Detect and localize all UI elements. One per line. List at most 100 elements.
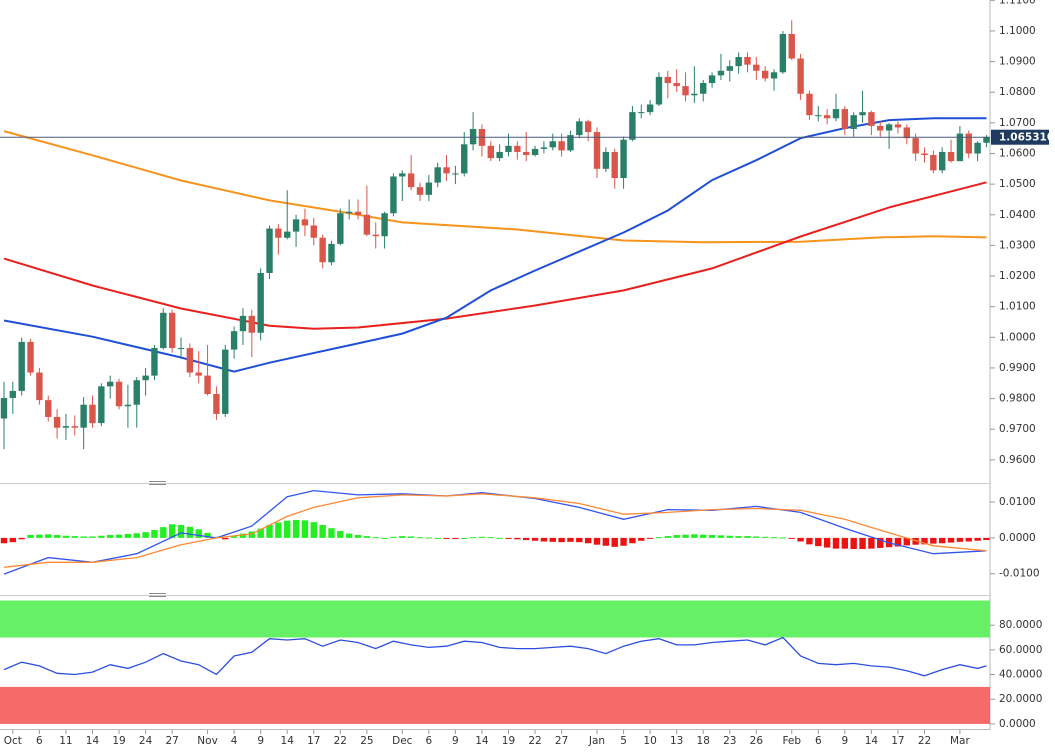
histogram-bar	[151, 530, 158, 538]
histogram-bar	[328, 528, 335, 538]
candle-body	[407, 173, 415, 188]
candle-body	[239, 315, 247, 332]
x-tick-label: 14	[281, 735, 295, 747]
histogram-bar	[115, 534, 123, 538]
y-tick-label: 1.0600	[999, 147, 1036, 159]
candle-body	[416, 187, 424, 195]
candle-body	[9, 390, 17, 398]
histogram-bar	[292, 519, 300, 538]
x-tick-label: 17	[307, 735, 320, 747]
histogram-bar	[708, 535, 716, 538]
candle-body	[726, 66, 733, 71]
histogram-bar	[505, 537, 512, 539]
x-tick-label: Feb	[782, 735, 801, 747]
histogram-bar	[284, 520, 291, 538]
histogram-bar	[540, 537, 548, 542]
candle-body	[691, 93, 698, 96]
histogram-bar	[98, 535, 105, 538]
histogram-bar	[461, 537, 468, 539]
histogram-bar	[549, 537, 556, 542]
x-tick-label: 22	[528, 735, 541, 747]
y-tick-label: -0.0100	[999, 568, 1040, 580]
candle-body	[655, 76, 663, 105]
candle-body	[567, 135, 574, 151]
histogram-bar	[939, 537, 946, 544]
candle-body	[390, 176, 397, 214]
histogram-bar	[531, 537, 539, 541]
histogram-bar	[222, 537, 229, 540]
candle-body	[168, 312, 176, 349]
y-tick-label: 1.0100	[999, 301, 1036, 313]
candle-body	[204, 375, 211, 394]
candle-body	[292, 219, 300, 232]
histogram-bar	[567, 537, 574, 542]
x-tick-label: Dec	[392, 735, 413, 747]
histogram-bar	[797, 537, 804, 542]
candle-body	[248, 315, 256, 333]
candle-body	[195, 372, 202, 376]
resize-handle[interactable]	[149, 481, 166, 485]
candle-body	[788, 34, 795, 59]
candle-body	[213, 393, 220, 414]
y-tick-label: 1.1000	[999, 25, 1036, 37]
histogram-bar	[9, 537, 17, 543]
x-tick-label: 19	[112, 735, 125, 747]
x-tick-label: 10	[643, 735, 656, 747]
candle-body	[27, 341, 34, 373]
candle-body	[266, 228, 273, 273]
histogram-bar	[248, 531, 256, 538]
histogram-bar	[726, 535, 733, 538]
histogram-bar	[372, 537, 379, 539]
histogram-bar	[275, 522, 282, 538]
candle-body	[36, 372, 43, 401]
histogram-bar	[345, 533, 353, 538]
candle-body	[337, 213, 344, 244]
candle-body	[160, 312, 167, 349]
histogram-bar	[983, 537, 990, 541]
candle-body	[284, 231, 291, 238]
histogram-bar	[947, 537, 955, 543]
histogram-bar	[142, 532, 149, 538]
candle-body	[629, 112, 636, 140]
histogram-bar	[823, 537, 831, 548]
histogram-bar	[45, 534, 52, 538]
candle-body	[584, 121, 592, 133]
candle-body	[443, 167, 450, 174]
candle-body	[0, 397, 8, 419]
resize-handle[interactable]	[149, 593, 166, 597]
candle-body	[903, 127, 910, 139]
x-tick-label: 24	[139, 735, 153, 747]
histogram-bar	[682, 534, 689, 538]
candle-body	[151, 348, 158, 376]
histogram-bar	[523, 537, 530, 541]
histogram-bar	[744, 536, 751, 538]
band	[0, 686, 990, 724]
x-tick-label: 9	[452, 735, 459, 747]
histogram-bar	[655, 537, 663, 539]
candle-body	[956, 133, 964, 162]
candle-body	[222, 349, 229, 414]
y-tick-label: 80.0000	[999, 619, 1042, 631]
x-tick-label: 27	[555, 735, 568, 747]
candle-body	[930, 155, 937, 171]
candle-body	[770, 72, 778, 79]
y-tick-label: 0.9900	[999, 362, 1036, 374]
y-tick-label: 0.9700	[999, 423, 1036, 435]
histogram-bar	[877, 537, 884, 548]
histogram-bar	[204, 532, 211, 538]
candle-body	[505, 145, 512, 152]
histogram-bar	[160, 527, 167, 538]
candle-body	[363, 214, 371, 235]
candle-body	[841, 109, 849, 129]
candle-body	[425, 182, 433, 195]
candle-body	[523, 151, 530, 156]
candle-body	[947, 151, 955, 162]
candle-body	[761, 70, 769, 79]
candle-body	[717, 70, 725, 76]
histogram-bar	[664, 536, 672, 538]
x-tick-label: 14	[86, 735, 100, 747]
histogram-bar	[788, 537, 795, 539]
